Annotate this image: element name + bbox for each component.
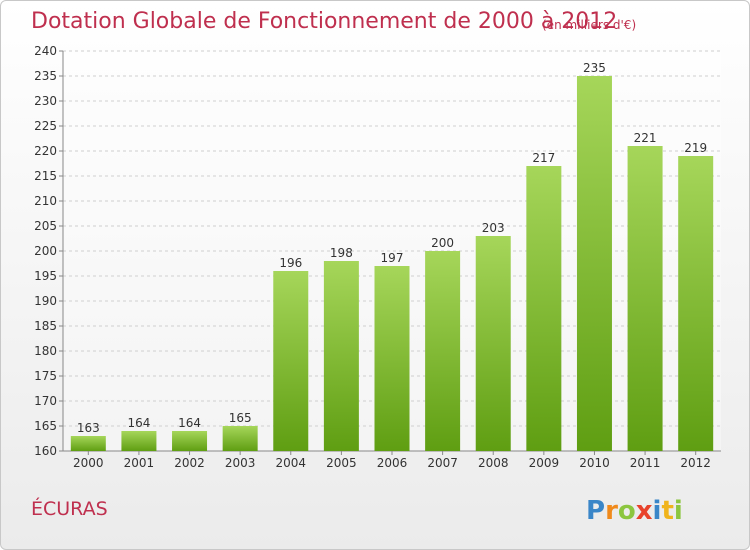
y-tick-label: 240: [34, 44, 57, 58]
value-label-2001: 164: [127, 416, 150, 430]
chart-unit-note: (en milliers d'€): [542, 18, 637, 32]
bar-2007: [425, 251, 461, 451]
value-label-2002: 164: [178, 416, 201, 430]
x-tick-label-2009: 2009: [529, 456, 560, 470]
value-label-2006: 197: [381, 251, 404, 265]
x-tick-label-2010: 2010: [579, 456, 610, 470]
x-tick-label-2000: 2000: [73, 456, 104, 470]
y-tick-label: 195: [34, 269, 57, 283]
value-label-2012: 219: [684, 141, 707, 155]
x-tick-label-2012: 2012: [680, 456, 711, 470]
value-label-2008: 203: [482, 221, 505, 235]
x-tick-label-2001: 2001: [124, 456, 155, 470]
y-tick-label: 185: [34, 319, 57, 333]
y-tick-label: 215: [34, 169, 57, 183]
bar-2006: [374, 266, 410, 451]
y-tick-label: 190: [34, 294, 57, 308]
y-tick-label: 210: [34, 194, 57, 208]
y-tick-label: 205: [34, 219, 57, 233]
bar-2008: [475, 236, 511, 451]
bar-2000: [70, 436, 106, 451]
y-tick-label: 230: [34, 94, 57, 108]
svg-text:Proxiti: Proxiti: [586, 496, 683, 526]
y-tick-label: 225: [34, 119, 57, 133]
bar-2002: [172, 431, 208, 451]
y-tick-label: 235: [34, 69, 57, 83]
y-tick-label: 180: [34, 344, 57, 358]
bar-2012: [678, 156, 714, 451]
y-tick-label: 160: [34, 444, 57, 458]
x-tick-label-2003: 2003: [225, 456, 256, 470]
x-tick-label-2007: 2007: [427, 456, 458, 470]
y-tick-label: 220: [34, 144, 57, 158]
value-label-2011: 221: [634, 131, 657, 145]
x-tick-label-2004: 2004: [275, 456, 306, 470]
x-tick-label-2011: 2011: [630, 456, 661, 470]
proxiti-logo: Proxiti: [586, 496, 683, 526]
bar-2009: [526, 166, 562, 451]
y-tick-label: 175: [34, 369, 57, 383]
bar-2011: [627, 146, 663, 451]
value-label-2010: 235: [583, 61, 606, 75]
y-tick-label: 200: [34, 244, 57, 258]
value-label-2000: 163: [77, 421, 100, 435]
bar-2010: [576, 76, 612, 451]
x-tick-label-2002: 2002: [174, 456, 205, 470]
y-tick-label: 170: [34, 394, 57, 408]
value-label-2005: 198: [330, 246, 353, 260]
commune-name: ÉCURAS: [31, 498, 108, 520]
value-label-2007: 200: [431, 236, 454, 250]
bar-2003: [222, 426, 258, 451]
bar-2004: [273, 271, 309, 451]
value-label-2004: 196: [279, 256, 302, 270]
y-tick-label: 165: [34, 419, 57, 433]
x-tick-label-2005: 2005: [326, 456, 357, 470]
bar-2005: [323, 261, 359, 451]
x-tick-label-2006: 2006: [377, 456, 408, 470]
chart-title: Dotation Globale de Fonctionnement de 20…: [31, 9, 618, 34]
value-label-2003: 165: [229, 411, 252, 425]
x-tick-label-2008: 2008: [478, 456, 509, 470]
bar-2001: [121, 431, 157, 451]
value-label-2009: 217: [532, 151, 555, 165]
